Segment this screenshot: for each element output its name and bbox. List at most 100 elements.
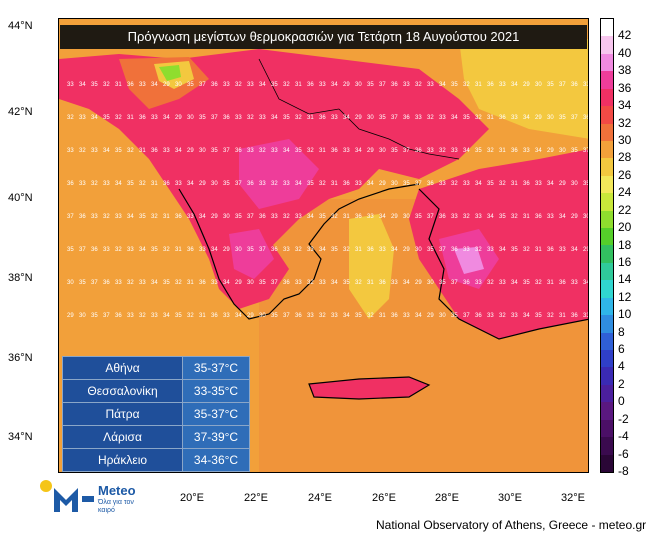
grid-value: 33 (223, 313, 230, 319)
grid-value: 32 (103, 82, 110, 88)
grid-value: 34 (115, 181, 122, 187)
grid-value: 33 (79, 181, 86, 187)
grid-value: 34 (403, 280, 410, 286)
grid-value: 29 (235, 280, 242, 286)
grid-value: 34 (415, 313, 422, 319)
grid-value: 30 (199, 148, 206, 154)
grid-value: 34 (487, 214, 494, 220)
grid-value: 36 (415, 148, 422, 154)
grid-value: 32 (163, 247, 170, 253)
logo-tagline: Όλα για τον καιρό (98, 499, 134, 514)
lat-label-40: 40°N (8, 192, 33, 204)
colorbar-label: 0 (618, 394, 625, 409)
colorbar-label: 10 (618, 307, 632, 322)
grid-value: 33 (307, 313, 314, 319)
lat-label-42: 42°N (8, 106, 33, 118)
grid-value: 32 (535, 280, 542, 286)
grid-value: 29 (199, 181, 206, 187)
colorbar-segment (601, 158, 613, 176)
grid-value: 33 (355, 181, 362, 187)
grid-value: 34 (391, 247, 398, 253)
grid-value: 35 (451, 82, 458, 88)
grid-value: 29 (175, 115, 182, 121)
colorbar-segment (601, 419, 613, 438)
grid-value: 29 (403, 247, 410, 253)
grid-value: 36 (271, 247, 278, 253)
grid-value: 33 (511, 115, 518, 121)
grid-value: 36 (307, 82, 314, 88)
grid-value: 32 (67, 115, 74, 121)
grid-value: 36 (475, 313, 482, 319)
grid-value: 36 (67, 181, 74, 187)
grid-value: 32 (247, 115, 254, 121)
colorbar-label: 4 (618, 359, 625, 374)
city-name: Πάτρα (62, 402, 183, 426)
grid-value: 31 (379, 313, 386, 319)
grid-value: 33 (115, 280, 122, 286)
lon-label-20: 20°E (180, 492, 204, 504)
grid-value: 33 (103, 247, 110, 253)
grid-value: 30 (211, 181, 218, 187)
grid-value: 32 (139, 313, 146, 319)
colorbar-label: 36 (618, 80, 632, 95)
grid-value: 35 (259, 280, 266, 286)
grid-value: 37 (283, 313, 290, 319)
grid-value: 34 (127, 214, 134, 220)
colorbar-label: 30 (618, 132, 632, 147)
colorbar-segment (601, 228, 613, 246)
grid-value: 31 (559, 313, 566, 319)
grid-value: 34 (103, 148, 110, 154)
grid-value: 34 (283, 148, 290, 154)
grid-value: 31 (331, 181, 338, 187)
grid-value: 32 (79, 148, 86, 154)
grid-value: 35 (547, 82, 554, 88)
city-temperature-table: Αθήνα 35-37°C Θεσσαλονίκη 33-35°C Πάτρα 35-… (62, 356, 250, 472)
grid-value: 36 (427, 181, 434, 187)
grid-value: 34 (331, 82, 338, 88)
grid-value: 33 (463, 247, 470, 253)
grid-value: 34 (559, 214, 566, 220)
grid-value: 32 (463, 82, 470, 88)
colorbar-segment (601, 53, 613, 72)
grid-value: 32 (439, 148, 446, 154)
grid-value: 35 (487, 181, 494, 187)
grid-value: 37 (211, 115, 218, 121)
grid-value: 31 (163, 214, 170, 220)
colorbar-segment (601, 19, 613, 37)
grid-value: 34 (523, 313, 530, 319)
grid-value: 33 (583, 82, 589, 88)
grid-value: 33 (343, 148, 350, 154)
grid-value: 31 (307, 115, 314, 121)
grid-value: 33 (79, 115, 86, 121)
grid-value: 36 (139, 115, 146, 121)
grid-value: 32 (367, 313, 374, 319)
grid-value: 29 (211, 214, 218, 220)
grid-value: 36 (283, 280, 290, 286)
grid-value: 35 (307, 181, 314, 187)
colorbar-segment (601, 210, 613, 229)
grid-value: 36 (319, 115, 326, 121)
grid-value: 32 (463, 214, 470, 220)
grid-value: 37 (223, 148, 230, 154)
grid-value: 33 (463, 181, 470, 187)
grid-value: 30 (367, 115, 374, 121)
colorbar-segment (601, 280, 613, 298)
grid-value: 35 (79, 280, 86, 286)
grid-value: 37 (103, 313, 110, 319)
city-temp: 37-39°C (182, 425, 250, 449)
grid-value: 36 (199, 280, 206, 286)
grid-value: 36 (535, 214, 542, 220)
colorbar-label: 24 (618, 185, 632, 200)
grid-value: 31 (199, 313, 206, 319)
grid-value: 34 (271, 115, 278, 121)
grid-value: 35 (187, 82, 194, 88)
grid-value: 36 (547, 247, 554, 253)
grid-value: 37 (91, 280, 98, 286)
grid-value: 36 (499, 115, 506, 121)
grid-value: 32 (475, 115, 482, 121)
grid-value: 33 (451, 148, 458, 154)
grid-value: 29 (535, 115, 542, 121)
grid-value: 36 (211, 313, 218, 319)
grid-value: 31 (175, 247, 182, 253)
grid-value: 34 (379, 214, 386, 220)
